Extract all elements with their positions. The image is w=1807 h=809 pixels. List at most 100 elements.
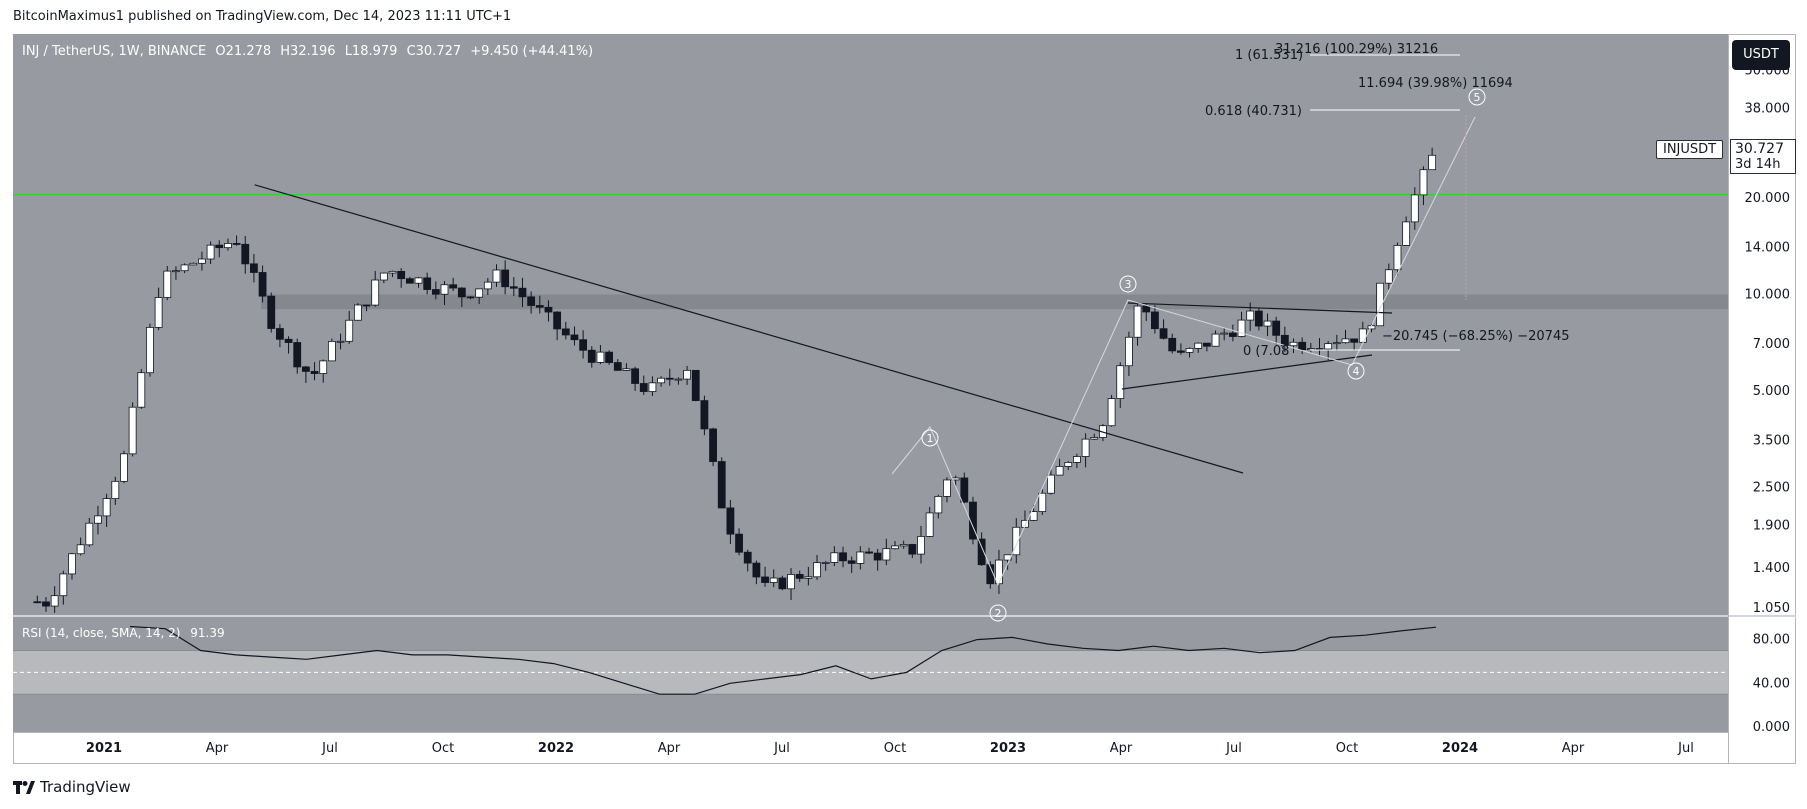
rsi-line [129, 625, 1437, 695]
bull-candle [198, 258, 206, 264]
rsi-title[interactable]: RSI (14, close, SMA, 14, 2) [22, 626, 181, 640]
change-value: +9.450 (+44.41%) [470, 44, 594, 59]
tradingview-wordmark: TradingView [40, 778, 131, 796]
bull-candle [353, 304, 362, 321]
bull-candle [111, 480, 120, 499]
bear-candle [33, 601, 42, 604]
time-axis-label: Jul [1225, 741, 1242, 756]
bear-candle [977, 538, 986, 566]
price-axis-border [1728, 34, 1729, 764]
pane-separator[interactable] [13, 615, 1796, 617]
tradingview-logo[interactable]: TradingView [13, 778, 131, 796]
bear-candle [665, 377, 674, 380]
bear-candle [613, 362, 622, 371]
wave-label-4: 4 [1353, 365, 1360, 378]
bull-candle [925, 512, 934, 537]
bear-candle [865, 551, 873, 554]
bear-candle [397, 270, 406, 280]
bear-candle [544, 306, 553, 313]
bull-candle [830, 552, 839, 563]
time-axis-label: Oct [1336, 741, 1358, 756]
rsi-axis-label: 80.00 [1753, 633, 1790, 648]
measure-mid-label: 11.694 (39.98%) 11694 [1358, 76, 1513, 91]
bull-candle [1012, 526, 1021, 556]
bear-candle [457, 287, 466, 298]
time-axis-label: Oct [432, 741, 454, 756]
bull-candle [899, 544, 908, 547]
bull-candle [1324, 343, 1333, 350]
bear-candle [579, 339, 588, 351]
bear-candle [258, 272, 267, 297]
wave-marker-2 [989, 604, 1007, 622]
bull-candle [1237, 319, 1246, 337]
bull-candle [154, 297, 163, 328]
bull-candle [769, 577, 778, 583]
bull-candle [1055, 466, 1064, 476]
bull-candle [59, 573, 68, 597]
bear-candle [232, 243, 241, 245]
bull-candle [180, 264, 189, 272]
symbol-name[interactable]: INJ / TetherUS, 1W, BINANCE [22, 44, 207, 59]
bull-candle [120, 453, 128, 482]
bull-candle [1384, 269, 1393, 284]
bull-candle [371, 279, 380, 306]
bear-candle [284, 338, 293, 343]
rsi-legend: RSI (14, close, SMA, 14, 2) 91.39 [22, 626, 231, 640]
bull-candle [1073, 456, 1081, 463]
rsi-axis-label: 0.000 [1753, 720, 1790, 735]
bear-candle [1254, 310, 1263, 327]
bull-candle [327, 341, 336, 362]
time-axis-label: Jul [321, 741, 338, 756]
bear-candle [1272, 320, 1281, 336]
time-axis-label: 2021 [86, 741, 122, 756]
bull-candle [68, 553, 76, 575]
low-value: L18.979 [344, 44, 398, 59]
bear-candle [908, 544, 917, 555]
bull-candle [146, 327, 154, 374]
bear-candle [873, 552, 882, 561]
bull-candle [1116, 365, 1125, 399]
bear-candle [423, 277, 432, 290]
bull-candle [379, 272, 388, 281]
bull-candle [1332, 342, 1341, 345]
bear-candle [743, 551, 752, 564]
bull-candle [76, 544, 85, 555]
bull-candle [856, 551, 865, 564]
bear-candle [449, 284, 458, 289]
bear-candle [709, 428, 717, 462]
bull-candle [1029, 511, 1038, 521]
price-pane[interactable] [13, 34, 1728, 615]
bull-candle [683, 369, 691, 380]
time-axis-label: Jul [1677, 741, 1694, 756]
bull-candle [1358, 328, 1367, 343]
time-axis-label: 2024 [1442, 741, 1478, 756]
price-axis-label: 38.000 [1745, 102, 1791, 117]
bear-candle [761, 576, 769, 583]
rsi-value: 91.39 [190, 626, 225, 640]
bear-candle [1350, 338, 1359, 343]
price-axis-label: 3.500 [1753, 434, 1790, 449]
bear-candle [839, 552, 847, 562]
bear-candle [1315, 348, 1324, 350]
bear-candle [639, 383, 648, 392]
bull-candle [1021, 519, 1029, 528]
bull-candle [891, 545, 899, 550]
bear-candle [276, 328, 284, 340]
bull-candle [1064, 462, 1073, 467]
bull-candle [336, 340, 345, 343]
bear-candle [969, 501, 977, 540]
bull-candle [787, 574, 795, 590]
bear-candle [553, 311, 562, 330]
bear-candle [726, 507, 735, 535]
time-axis-label: Oct [884, 741, 906, 756]
measure-top-label: 31.216 (100.29%) 31216 [1275, 42, 1438, 57]
bull-candle [189, 262, 198, 266]
currency-button[interactable]: USDT [1732, 40, 1790, 70]
bear-candle [1298, 341, 1307, 351]
bear-candle [1151, 311, 1159, 330]
bull-candle [1125, 336, 1133, 367]
bull-candle [934, 496, 943, 514]
bear-candle [527, 296, 536, 306]
bull-candle [1211, 333, 1220, 347]
bull-candle [1194, 342, 1203, 349]
